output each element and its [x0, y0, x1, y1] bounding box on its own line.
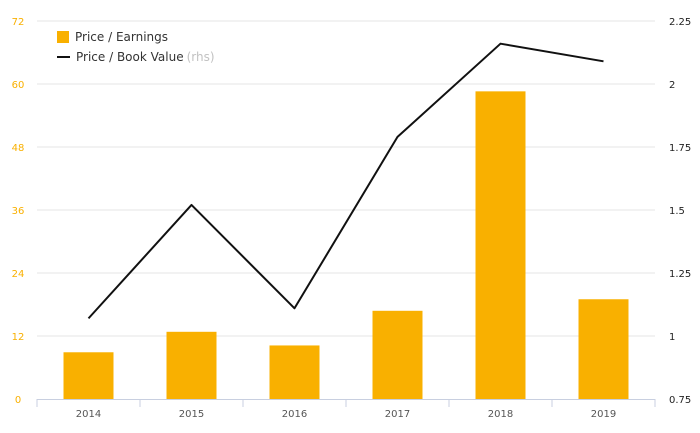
legend-line-pbv: [57, 56, 70, 58]
bar-price-earnings: [269, 345, 320, 399]
y-left-tick-label: 24: [12, 269, 25, 280]
bar-price-earnings: [63, 352, 114, 399]
legend-item-pe[interactable]: Price / Earnings: [57, 27, 215, 47]
y-right-tick-label: 2: [669, 80, 675, 91]
x-tick-label: 2017: [385, 409, 410, 420]
legend-label-pbv: Price / Book Value: [76, 50, 184, 64]
legend-label-pe: Price / Earnings: [75, 30, 169, 44]
y-right-tick-label: 0.75: [669, 395, 691, 406]
y-left-tick-label: 72: [12, 17, 25, 28]
bar-price-earnings: [372, 310, 423, 399]
y-right-tick-label: 1.75: [669, 143, 691, 154]
y-right-tick-label: 1.5: [669, 206, 685, 217]
y-left-tick-label: 0: [15, 395, 21, 406]
y-right-tick-label: 1.25: [669, 269, 691, 280]
y-left-tick-label: 60: [12, 80, 25, 91]
x-tick-label: 2014: [76, 409, 101, 420]
x-tick-label: 2018: [488, 409, 513, 420]
x-tick-label: 2015: [179, 409, 204, 420]
y-left-tick-label: 48: [12, 143, 25, 154]
x-tick-label: 2019: [591, 409, 616, 420]
y-left-tick-label: 12: [12, 332, 25, 343]
x-tick-label: 2016: [282, 409, 307, 420]
bar-price-earnings: [475, 91, 526, 399]
bar-price-earnings: [578, 299, 629, 399]
legend-rhs-suffix: (rhs): [186, 50, 215, 64]
y-right-tick-label: 1: [669, 332, 675, 343]
bar-price-earnings: [166, 331, 217, 399]
y-right-tick-label: 2.25: [669, 17, 691, 28]
legend-item-pbv[interactable]: Price / Book Value (rhs): [57, 47, 215, 67]
y-left-tick-label: 36: [12, 206, 25, 217]
legend-swatch-pe: [57, 31, 69, 43]
line-price-book-value: [87, 42, 604, 320]
legend: Price / Earnings Price / Book Value (rhs…: [57, 27, 215, 67]
